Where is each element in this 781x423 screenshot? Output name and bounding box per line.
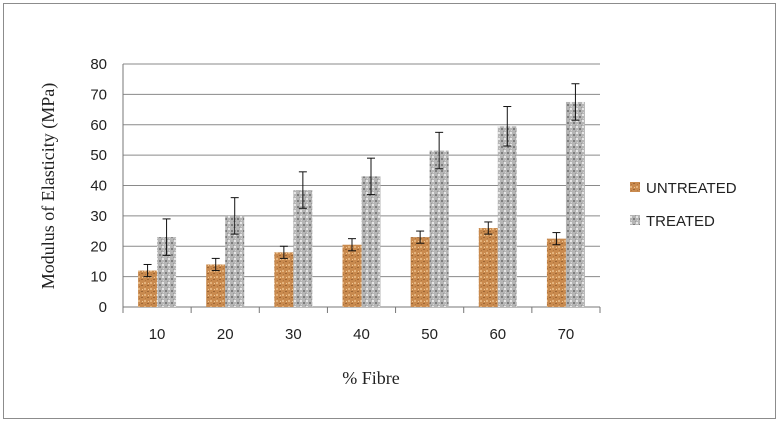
bar-treated-30 — [293, 190, 313, 307]
y-tick-label: 70 — [90, 86, 107, 103]
bar-untreated-20 — [206, 264, 226, 307]
x-tick-label: 40 — [353, 326, 370, 343]
bar-untreated-70 — [546, 238, 566, 307]
bar-untreated-50 — [410, 237, 430, 307]
bar-treated-50 — [429, 150, 449, 307]
x-tick-label: 30 — [285, 326, 302, 343]
legend-swatch-treated — [630, 215, 640, 225]
bar-untreated-60 — [478, 228, 498, 307]
x-axis-label: % Fibre — [342, 368, 400, 388]
x-tick-label: 50 — [421, 326, 438, 343]
y-tick-label: 10 — [90, 269, 107, 286]
legend-label-treated: TREATED — [646, 213, 715, 230]
y-tick-label: 40 — [90, 178, 107, 195]
bar-treated-20 — [225, 215, 245, 307]
bar-untreated-40 — [342, 244, 362, 307]
bar-treated-40 — [361, 176, 381, 307]
legend-swatch-untreated — [630, 182, 640, 192]
y-tick-label: 80 — [90, 56, 107, 73]
x-tick-label: 70 — [558, 326, 575, 343]
legend: UNTREATED TREATED — [630, 180, 737, 230]
y-tick-label: 60 — [90, 117, 107, 134]
grid-lines — [123, 63, 600, 278]
chart-frame — [3, 3, 776, 419]
y-tick-label: 30 — [90, 208, 107, 225]
error-bars — [143, 83, 580, 278]
x-tick-label: 20 — [217, 326, 234, 343]
bars — [138, 101, 585, 307]
bar-treated-60 — [497, 126, 517, 307]
bar-untreated-30 — [274, 252, 294, 307]
y-axis-label: Modulus of Elasticity (MPa) — [38, 83, 59, 289]
bar-untreated-10 — [138, 270, 158, 307]
y-tick-label: 20 — [90, 238, 107, 255]
legend-label-untreated: UNTREATED — [646, 180, 737, 197]
y-tick-label: 50 — [90, 147, 107, 164]
bar-treated-70 — [565, 101, 585, 307]
y-tick-label: 0 — [99, 299, 107, 316]
x-tick-label: 60 — [489, 326, 506, 343]
bar-treated-10 — [157, 237, 177, 307]
x-tick-label: 10 — [149, 326, 166, 343]
tick-labels: 0 10 20 30 40 50 60 70 80 10 20 30 40 50 60 70 — [90, 56, 574, 343]
